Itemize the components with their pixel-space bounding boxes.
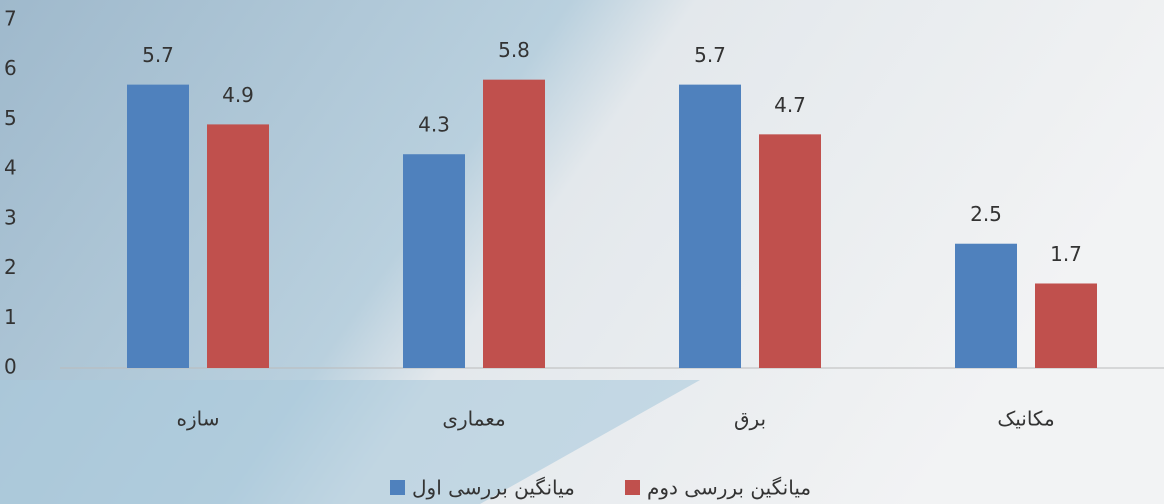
chart: 0 1 2 3 4 5 6 7 سازه 5.7 4.9 معماری 4.3 5.8 برق 5.7 4.7 م… xyxy=(0,0,1164,504)
value-label: 2.5 xyxy=(970,202,1002,226)
value-label: 5.8 xyxy=(498,38,530,62)
bar xyxy=(1035,283,1097,368)
y-tick-label: 5 xyxy=(4,106,17,130)
y-tick-label: 3 xyxy=(4,205,17,229)
y-tick-label: 0 xyxy=(4,355,17,379)
y-tick-label: 2 xyxy=(4,255,17,279)
value-label: 1.7 xyxy=(1050,242,1082,266)
y-tick-label: 4 xyxy=(4,156,17,180)
x-tick-label: معماری xyxy=(442,407,505,431)
legend-swatch xyxy=(390,480,405,495)
value-label: 5.7 xyxy=(694,43,726,67)
x-tick-label: مکانیک xyxy=(997,407,1054,431)
legend-swatch xyxy=(625,480,640,495)
legend-label: میانگین بررسی دوم xyxy=(647,476,811,500)
y-tick-label: 7 xyxy=(4,7,17,31)
value-label: 4.3 xyxy=(418,113,450,137)
bar xyxy=(127,85,189,368)
bar xyxy=(207,124,269,368)
bar xyxy=(679,85,741,368)
bar xyxy=(955,244,1017,368)
value-label: 5.7 xyxy=(142,43,174,67)
bar xyxy=(483,80,545,368)
x-tick-label: سازه xyxy=(177,407,220,431)
x-tick-label: برق xyxy=(734,407,766,431)
y-tick-label: 1 xyxy=(4,305,17,329)
bar xyxy=(759,134,821,368)
legend-label: میانگین بررسی اول xyxy=(412,476,575,500)
value-label: 4.7 xyxy=(774,93,806,117)
value-label: 4.9 xyxy=(222,83,254,107)
bar xyxy=(403,154,465,368)
y-tick-label: 6 xyxy=(4,56,17,80)
